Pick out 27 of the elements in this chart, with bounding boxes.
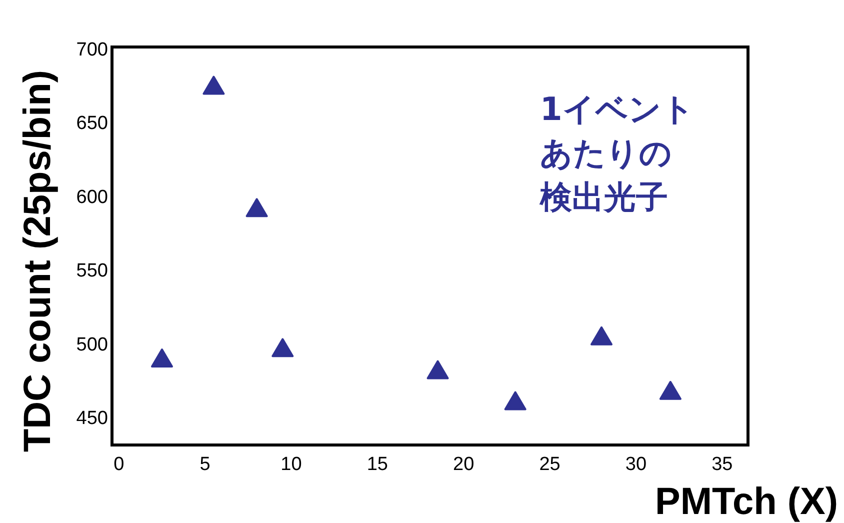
y-tick-label: 450 <box>76 408 108 429</box>
point <box>202 76 225 95</box>
y-tick-label: 550 <box>76 260 108 282</box>
point <box>504 391 526 410</box>
x-tick-label: 25 <box>539 454 560 475</box>
y-tick-label: 600 <box>76 186 108 208</box>
y-tick-label: 650 <box>76 113 108 134</box>
x-tick-label: 35 <box>712 454 733 475</box>
annotation: 検出光子 <box>539 178 668 216</box>
point <box>246 198 268 218</box>
x-tick-label: 15 <box>366 454 388 475</box>
point <box>272 338 294 358</box>
point <box>590 326 612 346</box>
point <box>659 380 682 400</box>
x-tick-label: 0 <box>114 454 124 475</box>
y-axis-title: TDC count (25ps/bin) <box>17 70 59 452</box>
point <box>426 360 449 380</box>
x-tick-label: 5 <box>200 454 210 475</box>
x-axis-title: PMTch (X) <box>655 481 838 523</box>
y-tick-label: 700 <box>76 39 108 60</box>
point <box>150 348 173 368</box>
annotation: あたりの <box>540 134 672 172</box>
x-tick-label: 20 <box>453 454 474 475</box>
x-tick-label: 30 <box>625 454 647 475</box>
x-tick-label: 10 <box>280 454 302 475</box>
annotation: 1イベント <box>540 90 694 128</box>
y-tick-label: 500 <box>76 334 108 356</box>
